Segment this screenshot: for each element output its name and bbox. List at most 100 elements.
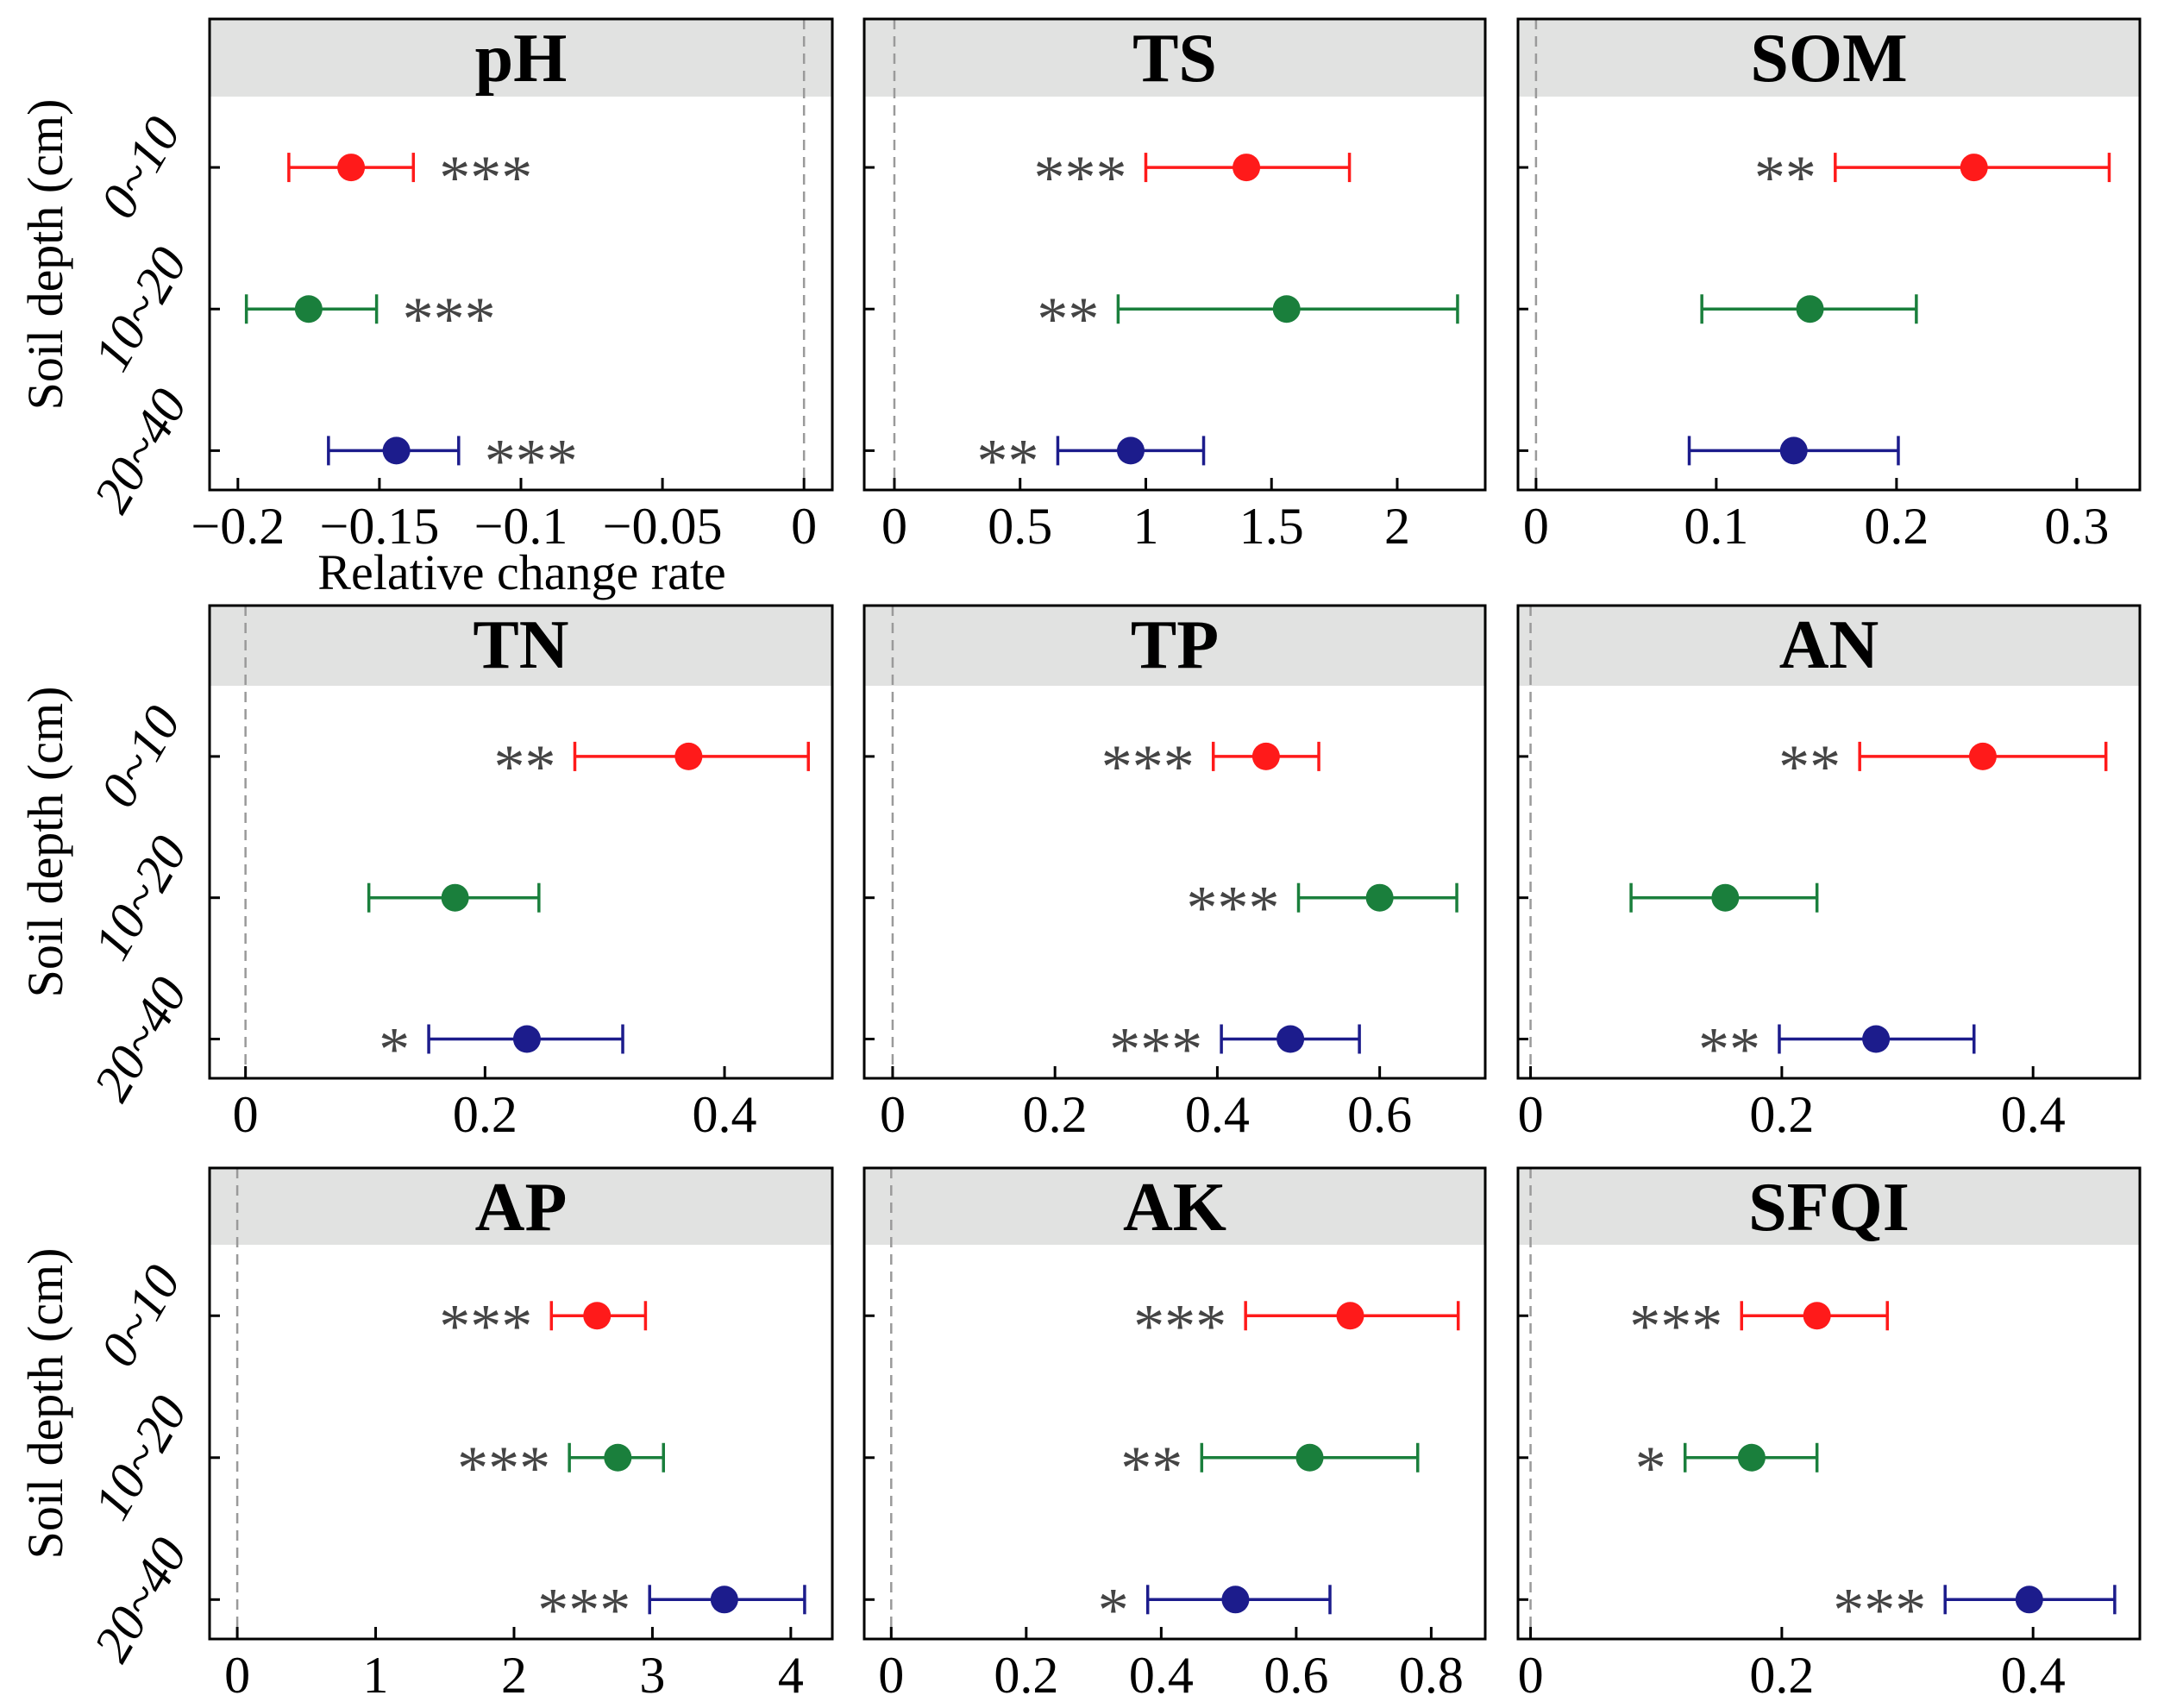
y-category-label: 0~10	[89, 108, 191, 228]
x-tick-label: 0.2	[1749, 1086, 1814, 1143]
panel-strip	[210, 1168, 832, 1245]
significance-label: **	[1120, 1434, 1182, 1503]
significance-label: ***	[439, 143, 532, 212]
y-axis-title: Soil depth (cm)	[17, 687, 73, 998]
panel-som: SOM 0 0.1 0.2 0.3 **	[1516, 17, 2142, 555]
panel-frame	[1516, 604, 2142, 1080]
x-axis-label: Relative change rate	[317, 544, 725, 600]
y-category-label: 10~20	[83, 1386, 198, 1529]
x-tick-label: 0.4	[2001, 1647, 2066, 1704]
panel-an: AN 0 0.2 0.4 ** **	[1516, 604, 2142, 1143]
x-tick-label: 0.3	[2044, 498, 2109, 555]
mean-point	[1737, 1443, 1766, 1472]
significance-label: ***	[485, 426, 578, 495]
x-tick-label: 1.5	[1239, 498, 1304, 555]
y-category-label: 10~20	[83, 826, 198, 969]
significance-label: ***	[403, 285, 496, 354]
panel-title: AK	[1123, 1170, 1226, 1246]
panel-title: TN	[473, 607, 568, 683]
x-tick-label: −0.1	[474, 498, 568, 555]
significance-label: *	[379, 1015, 410, 1084]
panel-frame	[862, 1166, 1487, 1641]
x-tick-label: 0.4	[1185, 1086, 1250, 1143]
mean-point	[1116, 436, 1145, 465]
panel-frame	[208, 604, 834, 1080]
panel-strip	[1518, 606, 2140, 686]
mean-point	[441, 883, 469, 912]
panel-tp: TP 0 0.2 0.4 0.6 *** *** ***	[862, 604, 1487, 1143]
mean-point	[1960, 154, 1988, 182]
mean-point	[294, 295, 323, 323]
mean-point	[1276, 1025, 1305, 1053]
mean-point	[1968, 742, 1997, 770]
mean-point	[1365, 883, 1394, 912]
significance-label: ***	[1833, 1575, 1926, 1644]
panel-title: AP	[475, 1170, 568, 1246]
x-tick-label: −0.05	[603, 498, 723, 555]
panel-ts: TS0 0.5 1 1.5 2*******	[862, 17, 1487, 555]
y-axis-title: Soil depth (cm)	[17, 1248, 73, 1560]
mean-point	[674, 742, 703, 770]
significance-label: ***	[1101, 732, 1195, 801]
panel-strip	[1518, 19, 2140, 97]
mean-point	[710, 1586, 738, 1614]
mean-point	[1779, 436, 1808, 465]
panel-strip	[864, 19, 1485, 97]
x-tick-label: 0.4	[693, 1086, 757, 1143]
panel-strip	[864, 1168, 1485, 1245]
x-tick-label: 0.6	[1347, 1086, 1412, 1143]
panel-title: TS	[1132, 21, 1217, 97]
mean-point	[512, 1025, 541, 1053]
significance-label: ***	[457, 1434, 550, 1503]
mean-point	[1862, 1025, 1891, 1053]
x-tick-label: 0.2	[1864, 498, 1929, 555]
x-tick-label: 0	[1518, 1647, 1544, 1704]
panel-strip	[864, 606, 1485, 686]
mean-point	[1796, 295, 1824, 323]
x-tick-label: 0	[1518, 1086, 1544, 1143]
significance-label: **	[1037, 285, 1099, 354]
mean-point	[1272, 295, 1301, 323]
mean-point	[604, 1443, 632, 1472]
y-category-label: 0~10	[89, 1256, 191, 1376]
mean-point	[337, 154, 366, 182]
x-tick-label: −0.2	[191, 498, 285, 555]
x-tick-label: 4	[778, 1647, 804, 1704]
mean-point	[382, 436, 411, 465]
x-tick-label: 0	[233, 1086, 259, 1143]
mean-point	[1711, 883, 1740, 912]
x-tick-label: −0.15	[319, 498, 439, 555]
significance-label: ***	[1133, 1291, 1226, 1360]
significance-label: *	[1635, 1434, 1666, 1503]
y-category-label: 0~10	[89, 696, 191, 816]
panel-frame	[208, 1166, 834, 1641]
panel-strip	[1518, 1168, 2140, 1245]
significance-label: ***	[537, 1575, 630, 1644]
panel-title: TP	[1131, 607, 1219, 683]
x-tick-label: 0	[881, 498, 907, 555]
x-tick-label: 1	[1132, 498, 1158, 555]
significance-label: **	[1754, 143, 1816, 212]
x-tick-label: 3	[639, 1647, 665, 1704]
panel-ak: AK0 0.2 0.4 0.6 0.8******	[862, 1166, 1487, 1704]
mean-point	[1295, 1443, 1324, 1472]
panel-frame	[862, 604, 1487, 1080]
x-tick-label: 0.1	[1684, 498, 1748, 555]
panels: pH−0.2 −0.15 −0.1 −0.05 0*********TS0 0.5 1 1.5…	[191, 17, 2142, 1704]
significance-label: **	[1778, 732, 1841, 801]
y-category-label: 20~40	[83, 1529, 198, 1671]
x-tick-label: 0.5	[988, 498, 1052, 555]
panel-ap: AP 0 1 2 3 4 *** *** ***	[208, 1166, 834, 1704]
x-tick-label: 0	[878, 1647, 904, 1704]
panel-ph: pH −0.2 −0.15 −0.1 −0.05 0 *** *** ***	[191, 17, 834, 555]
x-tick-label: 0.2	[1749, 1647, 1814, 1704]
x-tick-label: 0	[791, 498, 817, 555]
mean-point	[1251, 742, 1280, 770]
x-tick-label: 2	[501, 1647, 527, 1704]
x-tick-label: 2	[1384, 498, 1410, 555]
panel-title: SOM	[1750, 21, 1907, 97]
significance-label: ***	[1109, 1015, 1202, 1084]
panel-title: pH	[475, 21, 568, 97]
significance-label: ***	[1629, 1291, 1722, 1360]
